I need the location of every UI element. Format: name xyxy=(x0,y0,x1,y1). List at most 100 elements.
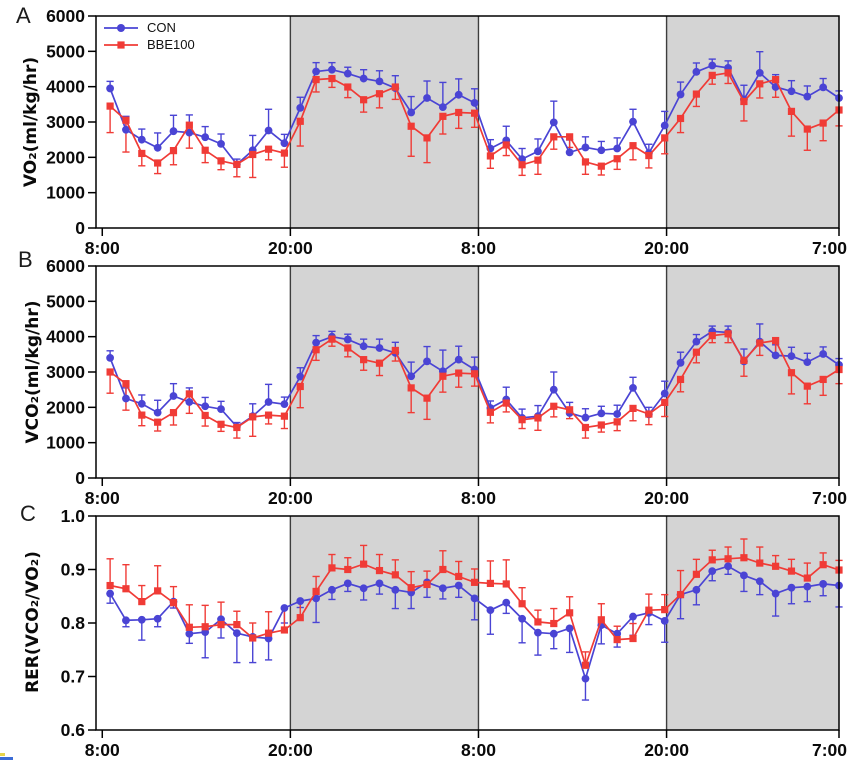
marker-bbe100 xyxy=(534,414,542,422)
marker-con xyxy=(660,389,669,398)
marker-con xyxy=(724,562,732,571)
marker-bbe100 xyxy=(106,368,114,376)
marker-con xyxy=(296,103,305,112)
marker-con xyxy=(264,126,273,135)
marker-con xyxy=(137,399,146,408)
marker-bbe100 xyxy=(154,159,162,167)
panel-a-plot: 0 1000 2000 3000 4000 5000 6000 8:00 20:00 8:00 20… xyxy=(46,6,847,258)
marker-con xyxy=(438,584,447,593)
marker-bbe100 xyxy=(169,599,178,607)
marker-bbe100 xyxy=(185,623,193,631)
marker-bbe100 xyxy=(724,330,732,338)
dark-phase-band xyxy=(666,16,839,228)
marker-con xyxy=(343,69,352,78)
marker-bbe100 xyxy=(597,421,605,429)
marker-bbe100 xyxy=(550,619,558,628)
marker-con xyxy=(343,579,352,588)
marker-con xyxy=(264,398,273,406)
y-tick-label: 0.7 xyxy=(61,667,85,687)
marker-con xyxy=(787,583,796,592)
marker-bbe100 xyxy=(455,369,463,377)
marker-con xyxy=(676,358,685,367)
marker-bbe100 xyxy=(661,134,669,142)
marker-con xyxy=(613,144,622,153)
marker-con xyxy=(343,335,352,344)
marker-bbe100 xyxy=(740,356,748,364)
marker-bbe100 xyxy=(613,155,621,163)
marker-bbe100 xyxy=(661,606,669,614)
marker-con xyxy=(565,624,574,633)
marker-con xyxy=(629,612,637,621)
y-tick-label: 1000 xyxy=(46,433,85,453)
marker-con xyxy=(708,567,717,576)
marker-bbe100 xyxy=(360,560,368,568)
marker-con xyxy=(375,77,384,86)
marker-bbe100 xyxy=(249,634,257,642)
panel-b-plot: 0 1000 2000 3000 4000 5000 6000 8:00 20:00 8:00 20… xyxy=(46,256,847,508)
y-tick-label: 5000 xyxy=(46,291,85,311)
marker-bbe100 xyxy=(439,112,447,120)
marker-bbe100 xyxy=(328,74,336,83)
marker-bbe100 xyxy=(423,580,431,589)
marker-bbe100 xyxy=(787,107,796,115)
marker-bbe100 xyxy=(391,83,399,91)
marker-con xyxy=(185,398,194,406)
marker-bbe100 xyxy=(692,570,700,578)
marker-con xyxy=(359,584,368,593)
marker-con xyxy=(518,614,526,623)
marker-con xyxy=(137,135,146,144)
marker-con xyxy=(375,579,384,588)
marker-bbe100 xyxy=(581,158,590,166)
y-tick-label: 0.9 xyxy=(61,560,86,580)
marker-bbe100 xyxy=(518,416,526,424)
marker-con xyxy=(122,394,130,403)
x-tick-label: 8:00 xyxy=(85,740,120,760)
x-tick-label: 8:00 xyxy=(461,238,496,258)
marker-bbe100 xyxy=(629,634,637,643)
marker-bbe100 xyxy=(217,420,225,428)
marker-con xyxy=(328,585,336,594)
marker-con xyxy=(771,589,780,598)
marker-con xyxy=(581,143,590,152)
marker-con xyxy=(423,357,431,366)
marker-bbe100 xyxy=(676,114,685,123)
marker-con xyxy=(502,598,511,607)
marker-con xyxy=(819,83,828,92)
marker-con xyxy=(359,74,368,83)
marker-con xyxy=(423,94,431,102)
marker-con xyxy=(470,99,479,107)
marker-con xyxy=(375,344,384,352)
marker-bbe100 xyxy=(375,566,384,575)
x-tick-label: 20:00 xyxy=(268,740,313,760)
marker-bbe100 xyxy=(724,69,732,77)
marker-bbe100 xyxy=(566,133,574,141)
marker-bbe100 xyxy=(201,411,209,420)
marker-con xyxy=(438,103,447,112)
marker-con xyxy=(787,87,796,96)
marker-bbe100 xyxy=(201,146,209,154)
marker-bbe100 xyxy=(692,348,700,356)
marker-bbe100 xyxy=(280,149,289,157)
marker-bbe100 xyxy=(502,141,510,149)
marker-bbe100 xyxy=(122,116,130,124)
y-tick-label: 0.6 xyxy=(61,720,86,740)
marker-bbe100 xyxy=(154,418,162,426)
panel-b-ylabel: VCO₂(ml/kg/hr) xyxy=(23,300,43,444)
marker-bbe100 xyxy=(138,149,146,158)
marker-bbe100 xyxy=(581,423,590,432)
marker-bbe100 xyxy=(106,581,114,590)
marker-bbe100 xyxy=(217,157,225,165)
marker-bbe100 xyxy=(312,587,320,596)
x-tick-label: 8:00 xyxy=(461,740,496,760)
marker-con xyxy=(534,147,542,156)
marker-con xyxy=(153,614,162,623)
marker-bbe100 xyxy=(264,629,273,637)
marker-con xyxy=(232,629,241,638)
marker-bbe100 xyxy=(344,565,352,574)
marker-bbe100 xyxy=(676,375,685,384)
marker-bbe100 xyxy=(344,344,352,352)
marker-bbe100 xyxy=(708,332,716,340)
y-tick-label: 0.8 xyxy=(61,613,86,633)
marker-bbe100 xyxy=(344,83,352,91)
